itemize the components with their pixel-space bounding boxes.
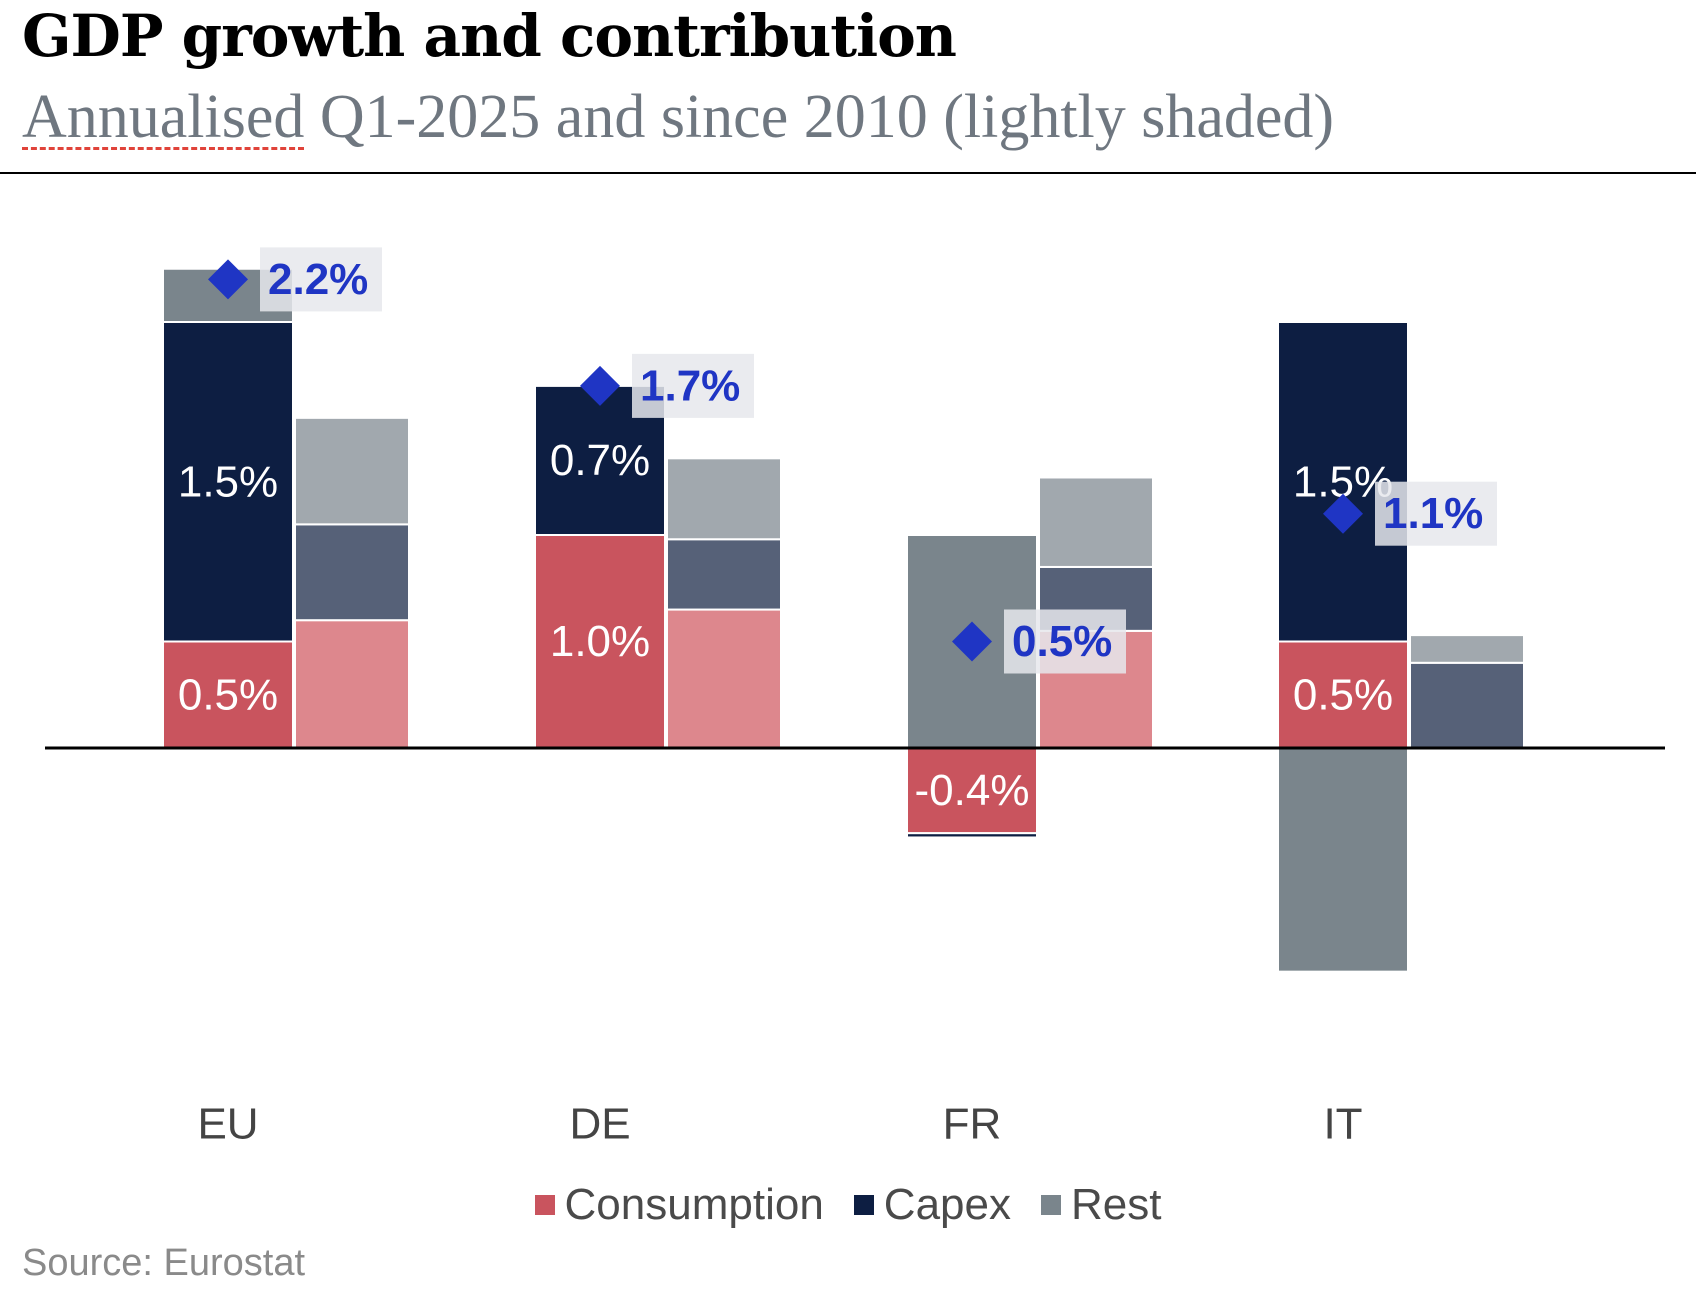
legend-item-rest: Rest [1040,1180,1162,1230]
label-q1-eu-capex: 1.5% [178,457,278,506]
bar-since2010-eu-rest [294,416,410,526]
legend-label-capex: Capex [883,1180,1011,1229]
bar-since2010-de-capex [666,538,782,611]
source-note: Source: Eurostat [22,1242,306,1284]
subtitle-rest: Q1-2025 and since 2010 (lightly shaded) [304,83,1335,151]
legend-swatch-rest [1040,1195,1061,1215]
gdp-label-fr: 0.5% [1012,617,1112,666]
bar-since2010-it-capex [1409,661,1525,749]
label-q1-de-consumption: 1.0% [550,617,650,666]
category-label-fr: FR [943,1100,1002,1149]
bar-q1-it-rest [1277,747,1409,973]
gdp-marker-fr [952,621,992,662]
gdp-label-de: 1.7% [640,361,740,410]
legend-swatch-consumption [534,1195,555,1215]
legend-swatch-capex [853,1195,874,1215]
title-divider [0,172,1696,174]
subtitle-word: Annualised [22,83,305,151]
bar-since2010-fr-rest [1038,476,1154,568]
category-label-eu: EU [197,1100,258,1149]
legend-label-consumption: Consumption [564,1180,824,1229]
bar-q1-it-consumption [1277,640,1409,749]
label-q1-eu-consumption: 0.5% [178,670,278,719]
gdp-label-it: 1.1% [1383,489,1483,538]
category-label-de: DE [569,1100,630,1149]
gdp-marker-it [1323,493,1363,534]
gdp-chart: 0.5% 1.5% EU 2.2% 1.0% 0.7% DE 1.7% -0.4% FR 0.5% 0… [45,247,1665,1149]
gdp-label-bg-eu [260,247,382,312]
label-q1-de-capex: 0.7% [550,436,650,485]
bar-since2010-eu-capex [294,523,410,622]
gdp-label-eu: 2.2% [268,255,368,304]
label-q1-fr-consumption: -0.4% [915,766,1030,815]
legend-item-capex: Capex [853,1180,1011,1230]
bar-since2010-de-consumption [666,608,782,749]
category-label-it: IT [1323,1100,1362,1149]
bar-q1-de-consumption [534,534,666,749]
gdp-marker-eu [208,259,248,300]
gdp-label-bg-de [632,353,754,418]
bar-q1-fr-capex [906,832,1038,839]
legend: Consumption Capex Rest [0,1180,1696,1230]
chart-title: GDP growth and contribution [22,2,957,70]
chart-subtitle: Annualised Q1-2025 and since 2010 (light… [22,82,1334,153]
label-q1-it-consumption: 0.5% [1293,670,1393,719]
legend-label-rest: Rest [1070,1180,1162,1229]
gdp-marker-de [580,365,620,406]
bar-since2010-de-rest [666,457,782,541]
bar-since2010-it-rest [1409,634,1525,664]
gdp-label-bg-it [1375,481,1497,546]
gdp-label-bg-fr [1004,609,1126,674]
bar-since2010-eu-consumption [294,619,410,750]
legend-item-consumption: Consumption [534,1180,824,1230]
